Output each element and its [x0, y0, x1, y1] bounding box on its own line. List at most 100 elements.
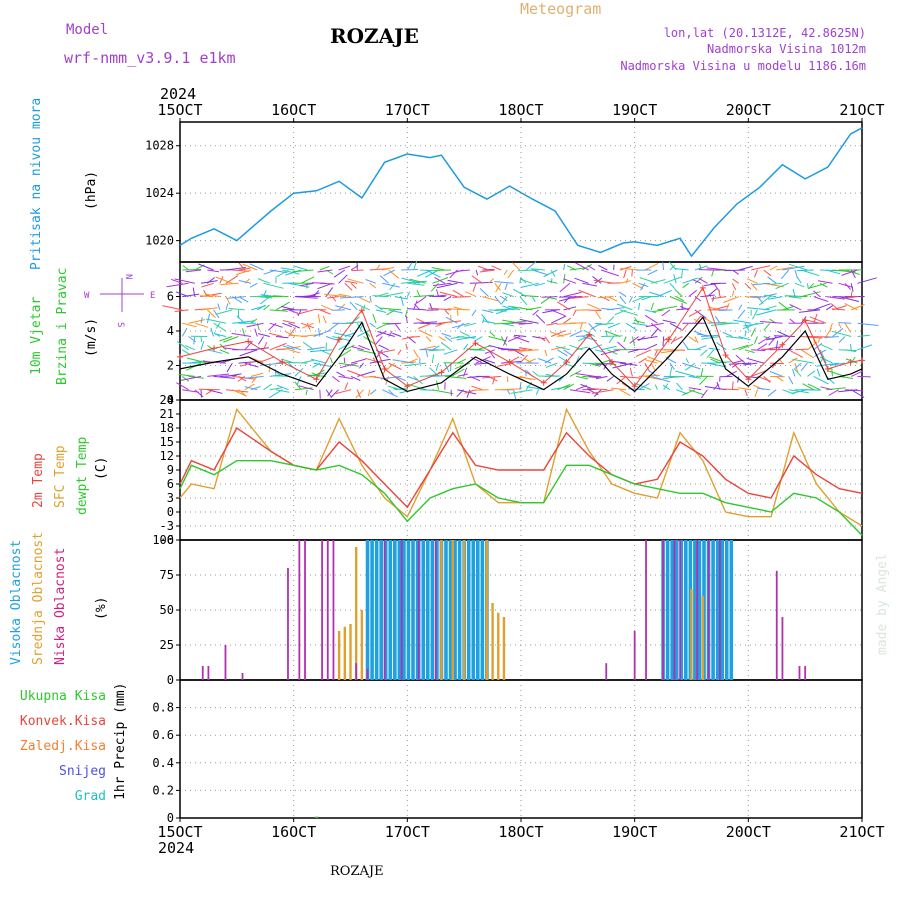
temp-label-1: 2m Temp — [31, 453, 46, 508]
compass-e: E — [150, 291, 155, 301]
cloud-mid-bar — [344, 627, 346, 680]
wind-arrow — [732, 283, 735, 290]
wind-arrow — [494, 323, 514, 324]
wind-arrow — [580, 323, 582, 329]
wind-arrow — [634, 320, 645, 323]
precip-label-5: Grad — [75, 789, 106, 804]
wind-arrow — [250, 264, 264, 270]
cloud-high-bar — [388, 540, 392, 680]
y-tick-label: 1020 — [145, 234, 174, 248]
y-tick-label: 2 — [167, 359, 174, 373]
cloud-high-bar — [481, 540, 485, 680]
wind-arrow — [380, 276, 388, 284]
wind-arrow — [229, 308, 245, 310]
wind-arrow — [768, 390, 776, 397]
wind-arrow — [214, 376, 235, 378]
wind-arrow — [414, 350, 419, 358]
cloud-low-bar — [327, 540, 329, 680]
y-tick-label: 0.6 — [152, 728, 174, 742]
wind-arrow — [472, 276, 483, 284]
wind-arrow — [370, 297, 371, 303]
wind-arrow — [220, 337, 233, 342]
wind-arrow — [390, 283, 395, 290]
wind-arrow — [303, 342, 313, 350]
wind-arrow — [551, 316, 566, 323]
precip-bar — [315, 817, 318, 818]
wind-arrow — [264, 384, 272, 390]
wind-arrow — [675, 269, 689, 270]
y-tick-label: 0 — [167, 673, 174, 687]
y-tick-label: 4 — [167, 324, 174, 338]
wind-arrow — [289, 323, 300, 328]
wind-arrow — [401, 270, 418, 271]
wind-arrow — [615, 310, 626, 315]
wind-arrow — [682, 323, 689, 331]
wind-arrow — [461, 332, 470, 337]
wind-arrow — [793, 359, 814, 363]
wind-arrow — [700, 264, 702, 270]
pressure-label: Pritisak na nivou mora — [29, 98, 44, 270]
wind-arrow — [557, 323, 577, 324]
wind-arrow — [514, 335, 526, 336]
wind-arrow — [297, 310, 314, 315]
wind-arrow — [723, 332, 733, 336]
wind-label-2: Brzina i Pravac — [55, 268, 70, 385]
wind-arrow — [598, 265, 607, 270]
wind-arrow — [269, 390, 282, 398]
wind-arrow — [629, 297, 632, 303]
wind-arrow — [319, 328, 320, 336]
wind-arrow — [754, 270, 757, 277]
wind-arrow — [176, 383, 188, 390]
wind-arrow — [195, 390, 203, 397]
wind-arrow — [370, 323, 376, 327]
wind-arrow — [620, 310, 638, 315]
wind-arrow — [290, 335, 308, 336]
wind-arrow — [544, 270, 558, 277]
wind-arrow — [551, 278, 552, 283]
wind-arrow — [591, 323, 601, 329]
y-tick-label: 6 — [167, 477, 174, 491]
wind-arrow — [437, 381, 439, 390]
cloud-low-bar — [782, 617, 784, 680]
wind-arrow — [508, 337, 520, 342]
precip-label-3: Zaledj.Kisa — [20, 739, 106, 754]
cloud-low-bar — [662, 540, 664, 680]
wind-arrow — [195, 323, 208, 327]
wind-arrow — [686, 358, 689, 363]
wind-arrow — [795, 283, 804, 286]
wind-arrow — [503, 293, 514, 297]
wind-arrow — [651, 363, 655, 370]
wind-arrow — [520, 297, 527, 305]
wind-arrow — [518, 270, 539, 271]
wind-arrow — [761, 349, 782, 350]
temp-unit: (C) — [94, 457, 109, 480]
wind-arrow — [432, 268, 445, 271]
wind-arrow — [573, 310, 576, 316]
wind-arrow — [743, 323, 763, 326]
wind-arrow — [807, 371, 815, 377]
wind-arrow — [797, 277, 801, 283]
wind-arrow — [695, 337, 698, 344]
wind-arrow — [670, 283, 675, 288]
wind-arrow — [376, 337, 383, 345]
wind-unit: (m/s) — [84, 318, 99, 357]
wind-arrow — [632, 323, 647, 325]
cloud-low-bar — [435, 540, 437, 680]
wind-arrow — [576, 374, 595, 377]
wind-arrow — [620, 376, 641, 378]
wind-arrow — [250, 283, 257, 287]
wind-arrow — [542, 297, 558, 298]
wind-arrow — [370, 283, 376, 288]
cloud-mid-bar — [503, 617, 505, 680]
wind-arrow — [832, 331, 851, 336]
plot-layer: 1020102410280246-6-303691215182124025507… — [145, 101, 884, 841]
wind-arrow — [277, 385, 288, 389]
wind-arrow — [839, 323, 841, 328]
wind-arrow — [276, 302, 290, 310]
cloud-high-bar — [421, 540, 425, 680]
cloud-high-bar — [431, 540, 435, 680]
wind-arrow — [448, 280, 464, 283]
wind-arrow — [725, 270, 745, 271]
wind-arrow — [579, 290, 595, 297]
wind-arrow — [398, 350, 401, 355]
